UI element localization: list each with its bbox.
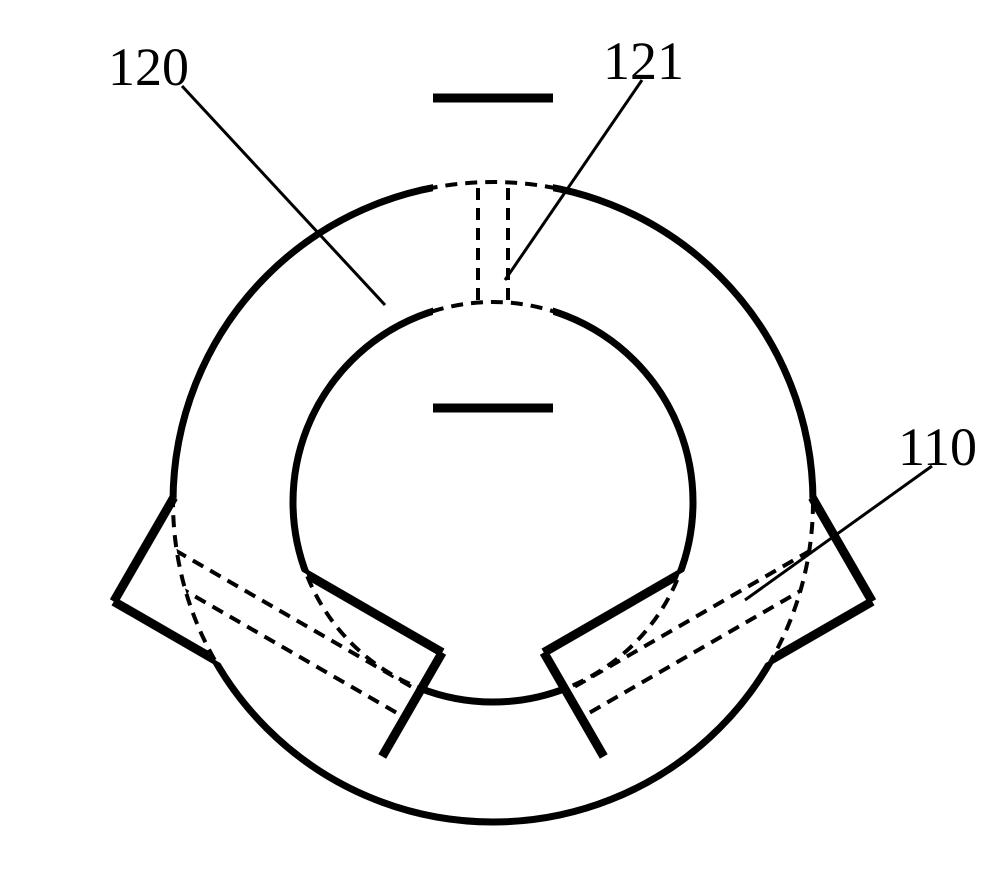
diagram-svg: [0, 0, 1000, 883]
label-110: 110: [898, 416, 977, 478]
label-121: 121: [603, 30, 684, 92]
diagram-canvas: 120 121 110: [0, 0, 1000, 883]
label-120: 120: [108, 36, 189, 98]
